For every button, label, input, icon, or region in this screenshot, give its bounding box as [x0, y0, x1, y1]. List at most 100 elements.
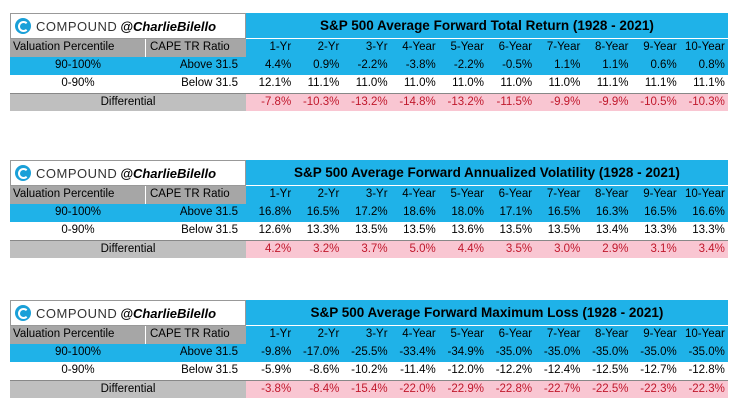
table-cell-value: -12.0% — [438, 362, 487, 380]
row-label-percentile: 0-90% — [10, 222, 146, 240]
table-cell-value: 13.3% — [679, 222, 728, 240]
table-cell-differential: -22.0% — [390, 380, 439, 398]
table-cell-value: 4.4% — [246, 57, 295, 75]
table-cell-value: 11.0% — [438, 75, 487, 93]
header-year: 2-Yr — [294, 326, 343, 344]
row-label-differential: Differential — [10, 93, 246, 111]
row-label-cape: Above 31.5 — [146, 57, 246, 75]
table-cell-differential: -22.8% — [486, 380, 536, 398]
header-year: 2-Yr — [294, 186, 343, 204]
table-cell-differential: -22.5% — [583, 380, 632, 398]
table-cell-differential: -10.3% — [294, 93, 343, 111]
table-cell-differential: 4.2% — [246, 240, 295, 258]
row-label-percentile: 90-100% — [10, 344, 146, 362]
table-cell-value: 11.0% — [535, 75, 584, 93]
table-cell-value: -12.2% — [486, 362, 536, 380]
brand-header: COMPOUND @CharlieBilello — [10, 13, 246, 39]
table-cell-value: 17.1% — [486, 204, 536, 222]
table-cell-differential: -13.2% — [342, 93, 391, 111]
compound-logo-icon — [15, 305, 31, 321]
header-cape-ratio: CAPE TR Ratio — [146, 39, 246, 57]
header-year: 9-Year — [631, 186, 680, 204]
row-label-percentile: 0-90% — [10, 75, 146, 93]
table-cell-differential: 4.4% — [438, 240, 487, 258]
compound-logo-mark — [17, 20, 29, 32]
table-cell-value: 12.6% — [246, 222, 295, 240]
table-title: S&P 500 Average Forward Annualized Volat… — [246, 160, 728, 186]
brand-handle: @CharlieBilello — [120, 165, 217, 181]
row-label-percentile: 0-90% — [10, 362, 146, 380]
table-cell-differential: -9.9% — [535, 93, 584, 111]
brand-name: COMPOUND — [36, 18, 118, 34]
table-cell-differential: 2.9% — [583, 240, 632, 258]
table-cell-value: -35.0% — [679, 344, 728, 362]
header-year: 7-Year — [535, 326, 584, 344]
row-label-percentile: 90-100% — [10, 204, 146, 222]
table-cell-differential: 3.4% — [679, 240, 728, 258]
table-cell-value: -17.0% — [294, 344, 343, 362]
header-year: 9-Year — [631, 39, 680, 57]
table-cell-value: -35.0% — [535, 344, 584, 362]
table-cell-value: 16.5% — [535, 204, 584, 222]
header-year: 4-Year — [390, 326, 439, 344]
table-cell-value: -33.4% — [390, 344, 439, 362]
table-cell-value: 13.5% — [390, 222, 439, 240]
table-cell-value: -25.5% — [342, 344, 391, 362]
table-cell-value: 13.6% — [438, 222, 487, 240]
header-year: 5-Year — [438, 186, 487, 204]
table-cell-value: -0.5% — [486, 57, 536, 75]
table-cell-value: 17.2% — [342, 204, 391, 222]
table-cell-differential: -11.5% — [486, 93, 536, 111]
table-cell-value: 11.1% — [631, 75, 680, 93]
table-cell-value: 11.1% — [679, 75, 728, 93]
brand-header: COMPOUND @CharlieBilello — [10, 300, 246, 326]
table-cell-differential: -10.3% — [679, 93, 728, 111]
table-cell-value: -12.5% — [583, 362, 632, 380]
header-year: 3-Yr — [342, 186, 391, 204]
header-year: 9-Year — [631, 326, 680, 344]
row-label-cape: Above 31.5 — [146, 344, 246, 362]
header-valuation-percentile: Valuation Percentile — [10, 39, 146, 57]
table-cell-differential: -22.3% — [631, 380, 680, 398]
header-year: 1-Yr — [246, 186, 295, 204]
table-cell-value: -12.8% — [679, 362, 728, 380]
table-cell-differential: 3.0% — [535, 240, 584, 258]
table-cell-value: -9.8% — [246, 344, 295, 362]
header-year: 4-Year — [390, 186, 439, 204]
table-cell-value: 16.5% — [294, 204, 343, 222]
header-year: 6-Year — [486, 39, 536, 57]
table-cell-value: -35.0% — [583, 344, 632, 362]
table-cell-differential: -22.7% — [535, 380, 584, 398]
header-year: 1-Yr — [246, 326, 295, 344]
table-cell-differential: -7.8% — [246, 93, 295, 111]
header-year: 10-Year — [679, 186, 728, 204]
table-cell-value: -12.4% — [535, 362, 584, 380]
table-cell-value: -2.2% — [438, 57, 487, 75]
row-label-differential: Differential — [10, 240, 246, 258]
header-year: 4-Year — [390, 39, 439, 57]
table-cell-differential: 3.2% — [294, 240, 343, 258]
table-cell-value: 18.0% — [438, 204, 487, 222]
header-year: 8-Year — [583, 39, 632, 57]
header-year: 7-Year — [535, 186, 584, 204]
brand-handle: @CharlieBilello — [120, 18, 217, 34]
table-cell-differential: -3.8% — [246, 380, 295, 398]
table-cell-differential: -15.4% — [342, 380, 391, 398]
compound-logo-mark — [17, 167, 29, 179]
table-cell-value: 0.6% — [631, 57, 680, 75]
table-cell-value: -35.0% — [631, 344, 680, 362]
header-year: 8-Year — [583, 326, 632, 344]
header-year: 6-Year — [486, 326, 536, 344]
compound-logo-icon — [15, 18, 31, 34]
header-year: 5-Year — [438, 39, 487, 57]
header-year: 1-Yr — [246, 39, 295, 57]
row-label-cape: Below 31.5 — [146, 222, 246, 240]
data-table: COMPOUND @CharlieBilello S&P 500 Average F… — [10, 13, 728, 111]
table-cell-value: 16.5% — [631, 204, 680, 222]
table-cell-differential: -8.4% — [294, 380, 343, 398]
row-label-cape: Below 31.5 — [146, 75, 246, 93]
table-cell-value: -3.8% — [390, 57, 439, 75]
table-cell-value: 16.8% — [246, 204, 295, 222]
header-cape-ratio: CAPE TR Ratio — [146, 326, 246, 344]
